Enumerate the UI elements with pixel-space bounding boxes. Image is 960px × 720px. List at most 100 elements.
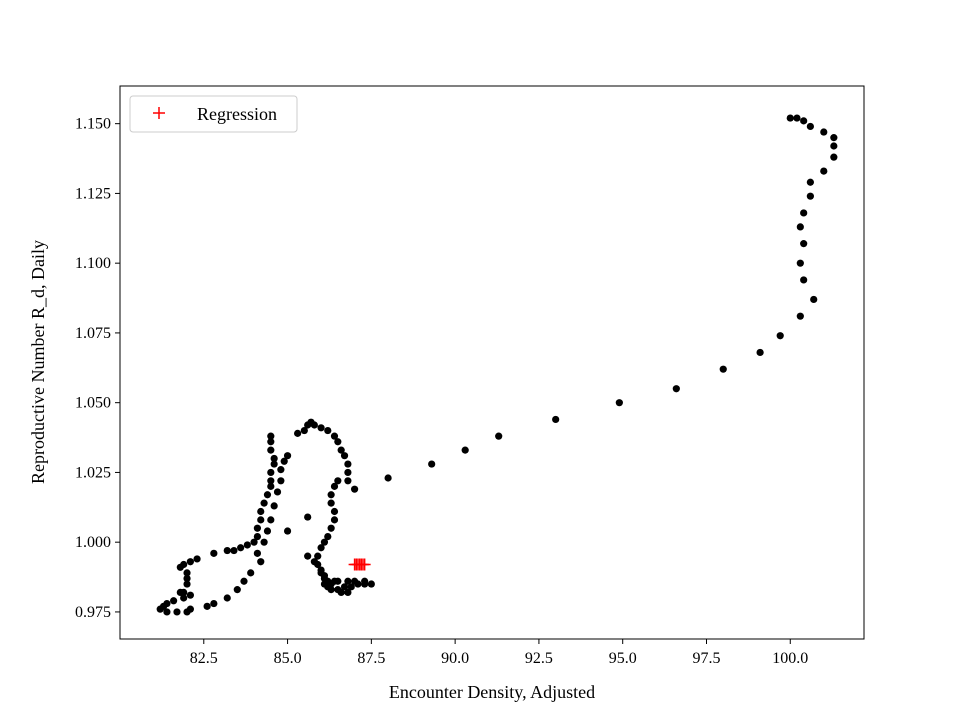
data-point: [183, 569, 191, 577]
data-point: [183, 580, 191, 588]
data-point: [800, 209, 808, 217]
data-point: [176, 563, 184, 571]
data-point: [163, 608, 171, 616]
data-point: [800, 117, 808, 125]
data-point: [257, 516, 265, 524]
data-point: [334, 438, 342, 446]
data-point: [796, 223, 804, 231]
data-point: [267, 438, 275, 446]
data-point: [344, 577, 352, 585]
data-point: [270, 502, 278, 510]
legend-label-regression: Regression: [197, 104, 277, 124]
x-tick-label: 97.5: [692, 650, 720, 667]
data-point: [327, 580, 335, 588]
y-tick-label: 1.050: [75, 395, 111, 412]
y-tick-label: 1.075: [75, 325, 111, 342]
data-point: [810, 295, 818, 304]
data-point: [337, 446, 345, 454]
data-point: [327, 586, 335, 594]
data-point: [263, 527, 272, 535]
data-point: [253, 549, 262, 557]
data-point: [327, 524, 335, 532]
data-point: [428, 460, 436, 468]
data-point: [270, 460, 278, 468]
data-point: [223, 546, 231, 555]
x-axis: 82.5 85.0 87.5 90.0 92.5 95.0 97.5 100.0: [190, 639, 808, 667]
data-point: [186, 605, 194, 613]
data-point: [314, 560, 322, 569]
y-tick-label: 1.025: [75, 464, 111, 481]
data-point: [253, 533, 262, 541]
data-point: [806, 178, 814, 186]
data-point: [324, 426, 332, 435]
data-point: [786, 114, 794, 122]
data-point: [330, 482, 339, 490]
data-point: [776, 332, 784, 340]
plot-frame: [119, 85, 865, 640]
data-point: [277, 477, 285, 485]
data-point: [170, 597, 178, 605]
data-point: [800, 240, 808, 248]
data-point: [350, 577, 359, 585]
data-point: [233, 586, 241, 594]
y-axis-label: Reproductive Number R_d, Daily: [28, 240, 48, 484]
data-point: [327, 499, 335, 507]
data-point: [820, 167, 828, 175]
data-point: [283, 527, 292, 535]
data-point: [257, 507, 265, 516]
data-point: [180, 594, 188, 602]
data-point: [552, 415, 560, 424]
data-point: [806, 122, 814, 131]
data-point: [330, 432, 339, 440]
data-point: [210, 599, 218, 608]
data-point: [267, 477, 275, 485]
data-point: [267, 468, 275, 477]
data-point: [320, 538, 329, 546]
data-point: [210, 549, 218, 557]
data-point: [304, 513, 312, 521]
x-tick-label: 87.5: [357, 650, 385, 667]
data-point: [250, 538, 258, 546]
y-tick-label: 0.975: [75, 604, 111, 621]
data-point: [344, 460, 352, 468]
points-layer: [156, 114, 838, 616]
data-point: [247, 569, 255, 577]
data-point: [243, 541, 251, 549]
data-point: [806, 192, 814, 200]
data-point: [270, 454, 278, 463]
data-point: [340, 452, 349, 460]
data-point: [267, 482, 275, 490]
data-point: [263, 491, 272, 499]
x-tick-label: 95.0: [609, 650, 637, 667]
data-point: [277, 466, 285, 474]
data-point: [461, 446, 469, 454]
data-point: [820, 128, 828, 136]
data-point: [793, 114, 801, 122]
legend-plus-marker: [153, 107, 165, 119]
data-point: [317, 544, 325, 552]
data-point: [260, 499, 268, 507]
data-point: [796, 312, 804, 320]
data-point: [320, 580, 329, 588]
data-point: [173, 608, 181, 616]
x-tick-label: 100.0: [772, 650, 808, 667]
data-point: [186, 591, 194, 599]
data-point: [830, 153, 838, 161]
data-point: [317, 424, 325, 432]
data-point: [186, 558, 194, 566]
data-point: [334, 477, 342, 485]
data-point: [193, 555, 201, 563]
data-point: [314, 552, 322, 560]
data-point: [230, 546, 238, 555]
legend-box: [129, 95, 298, 133]
x-tick-label: 90.0: [441, 650, 469, 667]
x-tick-label: 85.0: [274, 650, 302, 667]
data-point: [344, 588, 352, 597]
data-point: [830, 142, 838, 150]
data-point: [344, 477, 352, 485]
data-point: [340, 583, 349, 591]
data-point: [267, 446, 275, 454]
data-point: [267, 432, 275, 440]
data-point: [344, 468, 352, 477]
